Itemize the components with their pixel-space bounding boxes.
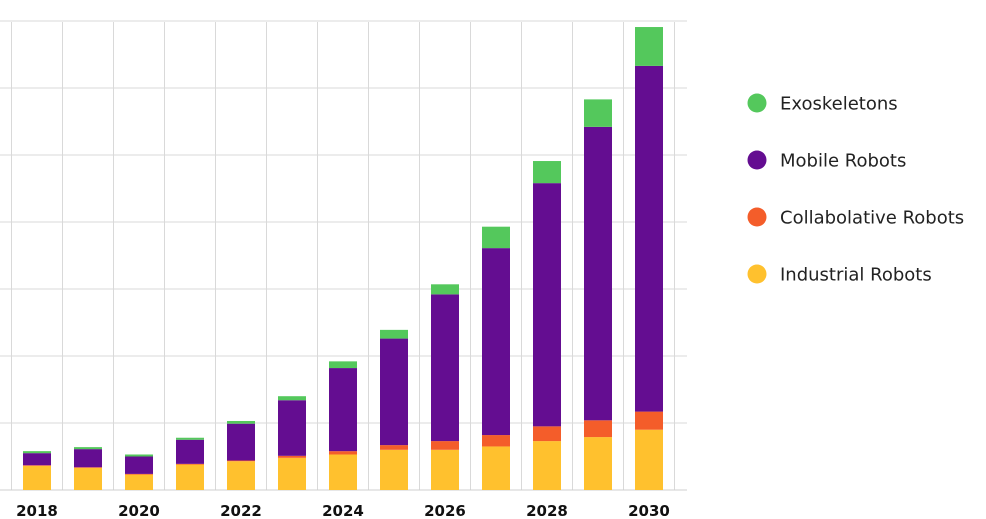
bar-collabolative-robots-2019 <box>74 467 102 468</box>
bar-exoskeletons-2029 <box>584 99 612 127</box>
bar-mobile-robots-2025 <box>380 338 408 446</box>
bar-industrial-robots-2029 <box>584 437 612 490</box>
x-tick-label: 2022 <box>220 502 262 519</box>
bar-collabolative-robots-2021 <box>176 463 204 465</box>
bar-industrial-robots-2026 <box>431 449 459 490</box>
x-axis-ticks: 2018 2020 2022 2024 2026 2028 2030 <box>16 502 670 519</box>
bar-mobile-robots-2026 <box>431 294 459 442</box>
bar-mobile-robots-2027 <box>482 248 510 436</box>
bar-collabolative-robots-2018 <box>23 465 51 466</box>
bars <box>23 27 663 490</box>
bar-exoskeletons-2020 <box>125 454 153 457</box>
bar-exoskeletons-2027 <box>482 226 510 249</box>
bar-collabolative-robots-2022 <box>227 460 255 462</box>
bar-exoskeletons-2025 <box>380 329 408 339</box>
bar-exoskeletons-2019 <box>74 447 102 450</box>
bar-collabolative-robots-2020 <box>125 473 153 475</box>
bar-industrial-robots-2030 <box>635 429 663 490</box>
bar-industrial-robots-2018 <box>23 465 51 490</box>
x-tick-label: 2024 <box>322 502 364 519</box>
x-tick-label: 2026 <box>424 502 466 519</box>
bar-industrial-robots-2025 <box>380 449 408 490</box>
x-tick-label: 2030 <box>628 502 670 519</box>
bar-industrial-robots-2024 <box>329 454 357 490</box>
bar-mobile-robots-2030 <box>635 65 663 412</box>
bar-mobile-robots-2019 <box>74 449 102 468</box>
bar-exoskeletons-2023 <box>278 396 306 401</box>
bar-mobile-robots-2022 <box>227 423 255 461</box>
legend-label-mobile-robots: Mobile Robots <box>780 151 906 172</box>
legend-marker-exoskeletons <box>747 93 767 113</box>
bar-mobile-robots-2028 <box>533 183 561 427</box>
bar-collabolative-robots-2025 <box>380 445 408 450</box>
bar-mobile-robots-2021 <box>176 439 204 464</box>
legend-label-collabolative-robots: Collabolative Robots <box>780 208 964 229</box>
legend-marker-mobile-robots <box>747 150 767 170</box>
legend-marker-industrial-robots <box>747 264 767 284</box>
bar-collabolative-robots-2030 <box>635 411 663 430</box>
bar-mobile-robots-2029 <box>584 126 612 421</box>
x-tick-label: 2018 <box>16 502 58 519</box>
bar-industrial-robots-2023 <box>278 457 306 490</box>
bar-collabolative-robots-2029 <box>584 420 612 438</box>
bar-collabolative-robots-2023 <box>278 455 306 458</box>
bar-mobile-robots-2023 <box>278 400 306 456</box>
grid <box>0 20 687 491</box>
bar-exoskeletons-2022 <box>227 420 255 424</box>
bar-industrial-robots-2019 <box>74 467 102 490</box>
bar-exoskeletons-2030 <box>635 27 663 66</box>
bar-industrial-robots-2028 <box>533 441 561 490</box>
bar-industrial-robots-2027 <box>482 446 510 490</box>
x-tick-label: 2020 <box>118 502 160 519</box>
bar-industrial-robots-2020 <box>125 474 153 490</box>
bar-collabolative-robots-2026 <box>431 441 459 450</box>
legend-marker-collabolative-robots <box>747 207 767 227</box>
bar-exoskeletons-2028 <box>533 161 561 184</box>
bar-industrial-robots-2021 <box>176 464 204 490</box>
legend-label-exoskeletons: Exoskeletons <box>780 94 898 115</box>
bar-exoskeletons-2021 <box>176 437 204 440</box>
legend: Exoskeletons Mobile Robots Collabolative R… <box>747 93 964 286</box>
x-tick-label: 2028 <box>526 502 568 519</box>
bar-exoskeletons-2024 <box>329 361 357 369</box>
bar-collabolative-robots-2027 <box>482 435 510 447</box>
bar-mobile-robots-2018 <box>23 453 51 466</box>
bar-collabolative-robots-2028 <box>533 426 561 442</box>
bar-collabolative-robots-2024 <box>329 451 357 455</box>
bar-industrial-robots-2022 <box>227 461 255 490</box>
bar-mobile-robots-2020 <box>125 456 153 474</box>
legend-label-industrial-robots: Industrial Robots <box>780 265 932 286</box>
bar-exoskeletons-2018 <box>23 451 51 454</box>
bar-mobile-robots-2024 <box>329 368 357 452</box>
bar-exoskeletons-2026 <box>431 284 459 295</box>
